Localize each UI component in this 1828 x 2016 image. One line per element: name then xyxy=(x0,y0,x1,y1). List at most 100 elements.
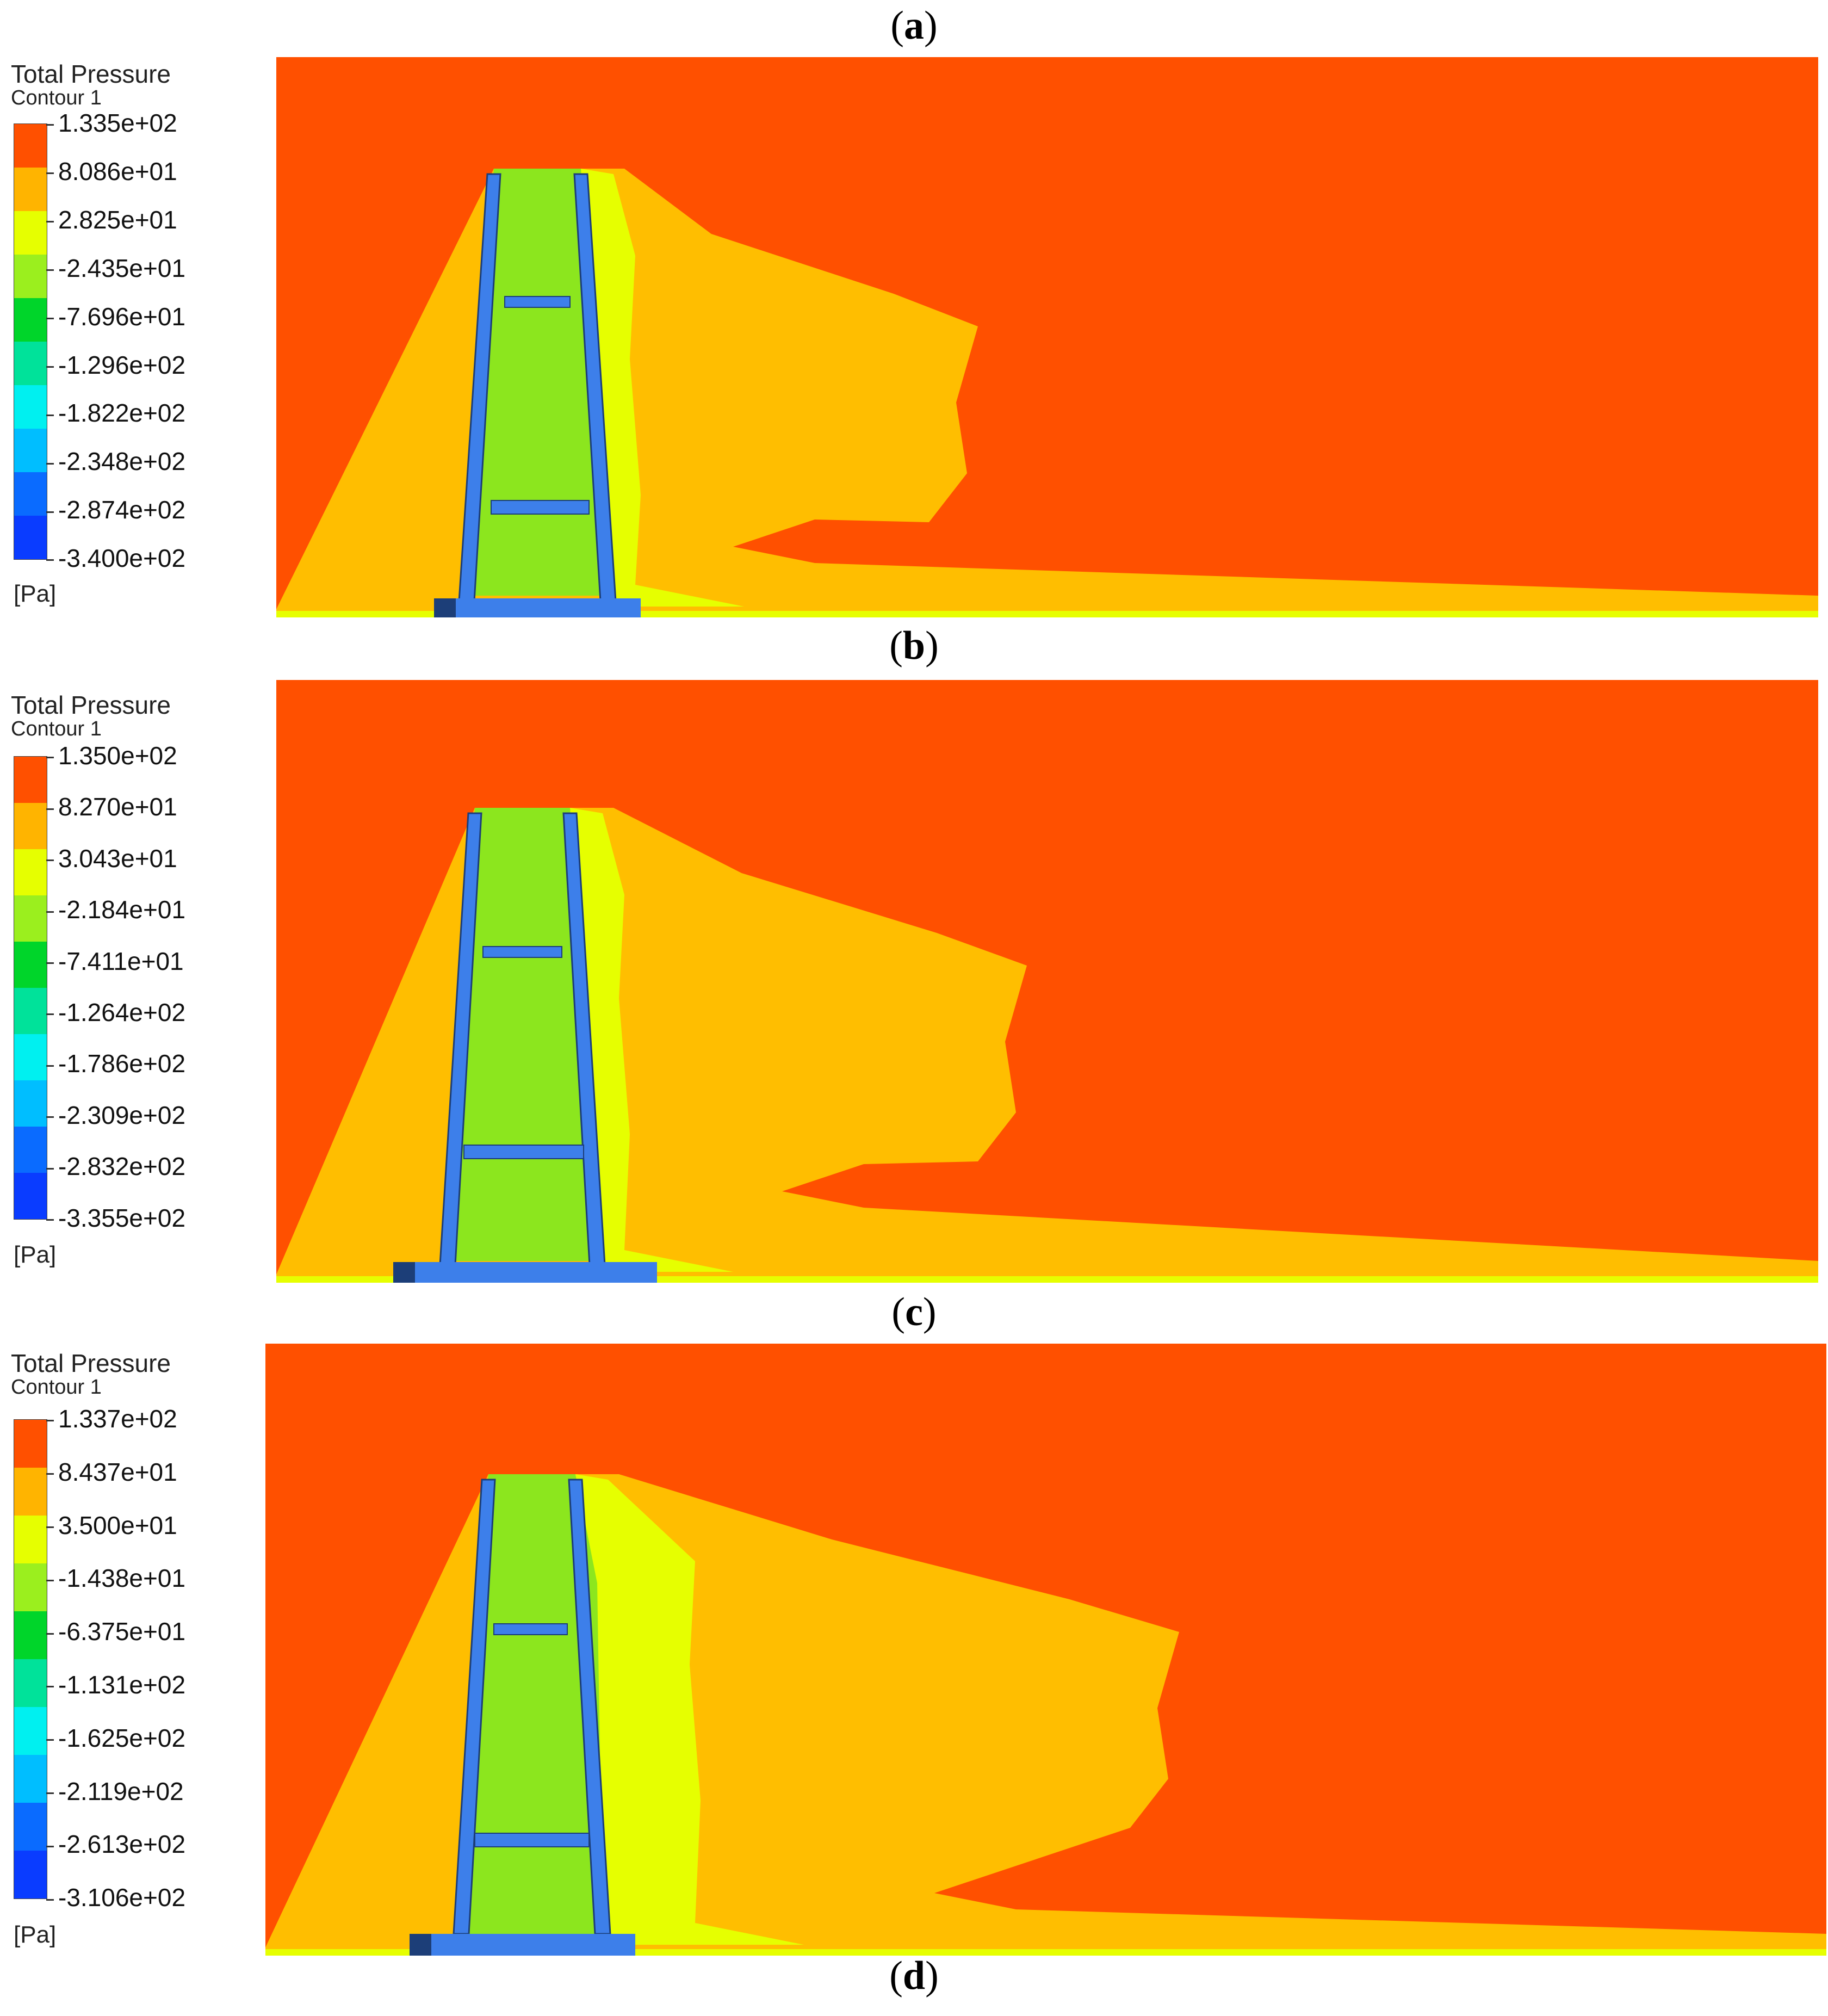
colorbar-tick-label: -1.786e+02 xyxy=(46,1049,185,1078)
colorbar-band xyxy=(14,1707,47,1755)
colorbar-tick-label: -3.106e+02 xyxy=(46,1883,185,1912)
colorbar-tick-label: -3.400e+02 xyxy=(46,543,185,573)
colorbar-band xyxy=(14,516,47,559)
colorbar-tick-label: 8.086e+01 xyxy=(46,157,177,186)
colorbar-legend: Total Pressure Contour 1 [Pa] 1.350e+02 8… xyxy=(11,691,267,1268)
ground-layer xyxy=(276,611,1818,617)
colorbar-band xyxy=(14,757,47,803)
colorbar-tick-label: -2.309e+02 xyxy=(46,1100,185,1130)
wake-mid-region xyxy=(575,1474,804,1945)
legend-title: Total Pressure xyxy=(11,1349,171,1377)
ground-layer xyxy=(265,1949,1826,1956)
colorbar-tick-label: -6.375e+01 xyxy=(46,1617,185,1646)
colorbar-band xyxy=(14,124,47,168)
pylon-crossbeam xyxy=(474,1833,590,1847)
colorbar-tick-label: -1.438e+01 xyxy=(46,1563,185,1593)
colorbar-tick-label: 8.437e+01 xyxy=(46,1457,177,1487)
colorbar-tick-label: -7.411e+01 xyxy=(46,947,184,976)
ground-layer xyxy=(276,1276,1818,1283)
colorbar-tick-label: -3.355e+02 xyxy=(46,1203,185,1233)
colorbar-tick-label: -1.296e+02 xyxy=(46,350,185,380)
colorbar-band xyxy=(14,849,47,895)
colorbar-band xyxy=(14,895,47,942)
colorbar-band xyxy=(14,942,47,988)
colorbar-legend: Total Pressure Contour 1 [Pa] 1.337e+02 8… xyxy=(11,1349,267,1948)
contour-plot xyxy=(276,680,1818,1283)
pressure-contour-svg xyxy=(276,680,1818,1283)
colorbar-band xyxy=(14,1468,47,1516)
colorbar xyxy=(14,123,47,560)
colorbar-band xyxy=(14,1080,47,1127)
colorbar-tick-label: -2.348e+02 xyxy=(46,447,185,476)
colorbar-tick-label: 3.043e+01 xyxy=(46,844,177,873)
colorbar-band xyxy=(14,1034,47,1080)
legend-subtitle: Contour 1 xyxy=(11,1376,102,1399)
legend-unit: [Pa] xyxy=(14,1241,57,1268)
colorbar-band xyxy=(14,1611,47,1659)
legend-unit: [Pa] xyxy=(14,1921,57,1948)
colorbar-tick-label: -2.119e+02 xyxy=(46,1777,184,1806)
colorbar-tick-label: -2.874e+02 xyxy=(46,495,185,524)
colorbar-band xyxy=(14,1516,47,1563)
colorbar-tick-label: -1.625e+02 xyxy=(46,1723,185,1753)
colorbar-band xyxy=(14,211,47,255)
colorbar-band xyxy=(14,1420,47,1468)
colorbar-band xyxy=(14,385,47,429)
contour-panel-1: Total Pressure Contour 1 [Pa] 1.335e+02 8… xyxy=(0,54,1828,620)
pylon-base xyxy=(393,1262,657,1283)
contour-plot xyxy=(265,1344,1826,1956)
colorbar-band xyxy=(14,988,47,1034)
pylon-base-edge xyxy=(410,1934,431,1956)
pylon-base xyxy=(410,1934,635,1956)
colorbar-band xyxy=(14,168,47,211)
colorbar-tick-label: -1.131e+02 xyxy=(46,1670,185,1699)
pylon-base-edge xyxy=(393,1262,415,1283)
panel-label-d: (d) xyxy=(889,1953,939,1998)
colorbar-band xyxy=(14,1851,47,1898)
colorbar-tick-label: -1.822e+02 xyxy=(46,398,185,428)
colorbar-tick-label: 8.270e+01 xyxy=(46,792,177,821)
colorbar-tick-label: -2.613e+02 xyxy=(46,1829,185,1859)
pressure-contour-svg xyxy=(265,1344,1826,1956)
panel-label-c: (c) xyxy=(891,1290,937,1334)
colorbar-tick-label: 2.825e+01 xyxy=(46,205,177,234)
colorbar xyxy=(14,1419,47,1899)
colorbar-tick-label: 1.350e+02 xyxy=(46,741,177,770)
legend-title: Total Pressure xyxy=(11,60,171,88)
colorbar-band xyxy=(14,803,47,849)
colorbar-band xyxy=(14,1173,47,1219)
colorbar-band xyxy=(14,472,47,516)
colorbar-band xyxy=(14,1659,47,1707)
colorbar-tick-label: -1.264e+02 xyxy=(46,998,185,1027)
colorbar-tick-label: -2.832e+02 xyxy=(46,1152,185,1181)
pylon-base xyxy=(434,598,641,617)
colorbar-band xyxy=(14,1563,47,1611)
colorbar-legend: Total Pressure Contour 1 [Pa] 1.335e+02 8… xyxy=(11,60,267,607)
colorbar-tick-label: 1.335e+02 xyxy=(46,108,177,138)
colorbar-tick-label: 1.337e+02 xyxy=(46,1404,177,1433)
colorbar-tick-label: -7.696e+01 xyxy=(46,302,185,331)
wake-inner-region xyxy=(461,1474,603,1934)
contour-panel-3: Total Pressure Contour 1 [Pa] 1.337e+02 8… xyxy=(0,1344,1828,1956)
panel-label-b: (b) xyxy=(889,623,939,668)
pylon-crossbeam xyxy=(482,946,562,958)
colorbar-band xyxy=(14,255,47,298)
pylon-crossbeam xyxy=(491,500,590,515)
colorbar-band xyxy=(14,1803,47,1851)
contour-panel-2: Total Pressure Contour 1 [Pa] 1.350e+02 8… xyxy=(0,680,1828,1284)
colorbar-tick-label: -2.435e+01 xyxy=(46,253,185,283)
legend-title: Total Pressure xyxy=(11,691,171,719)
pylon-crossbeam xyxy=(493,1623,568,1635)
colorbar-band xyxy=(14,342,47,385)
wake-outer-region xyxy=(276,808,1818,1279)
wake-mid-region xyxy=(581,169,744,607)
legend-unit: [Pa] xyxy=(14,580,57,607)
panel-label-a: (a) xyxy=(890,3,938,48)
colorbar-tick-label: -2.184e+01 xyxy=(46,895,185,924)
pylon-crossbeam xyxy=(463,1145,584,1159)
colorbar-band xyxy=(14,1127,47,1173)
colorbar-tick-label: 3.500e+01 xyxy=(46,1511,177,1540)
pressure-contour-svg xyxy=(276,57,1818,617)
wake-outer-region xyxy=(276,169,1818,614)
colorbar-band xyxy=(14,429,47,472)
